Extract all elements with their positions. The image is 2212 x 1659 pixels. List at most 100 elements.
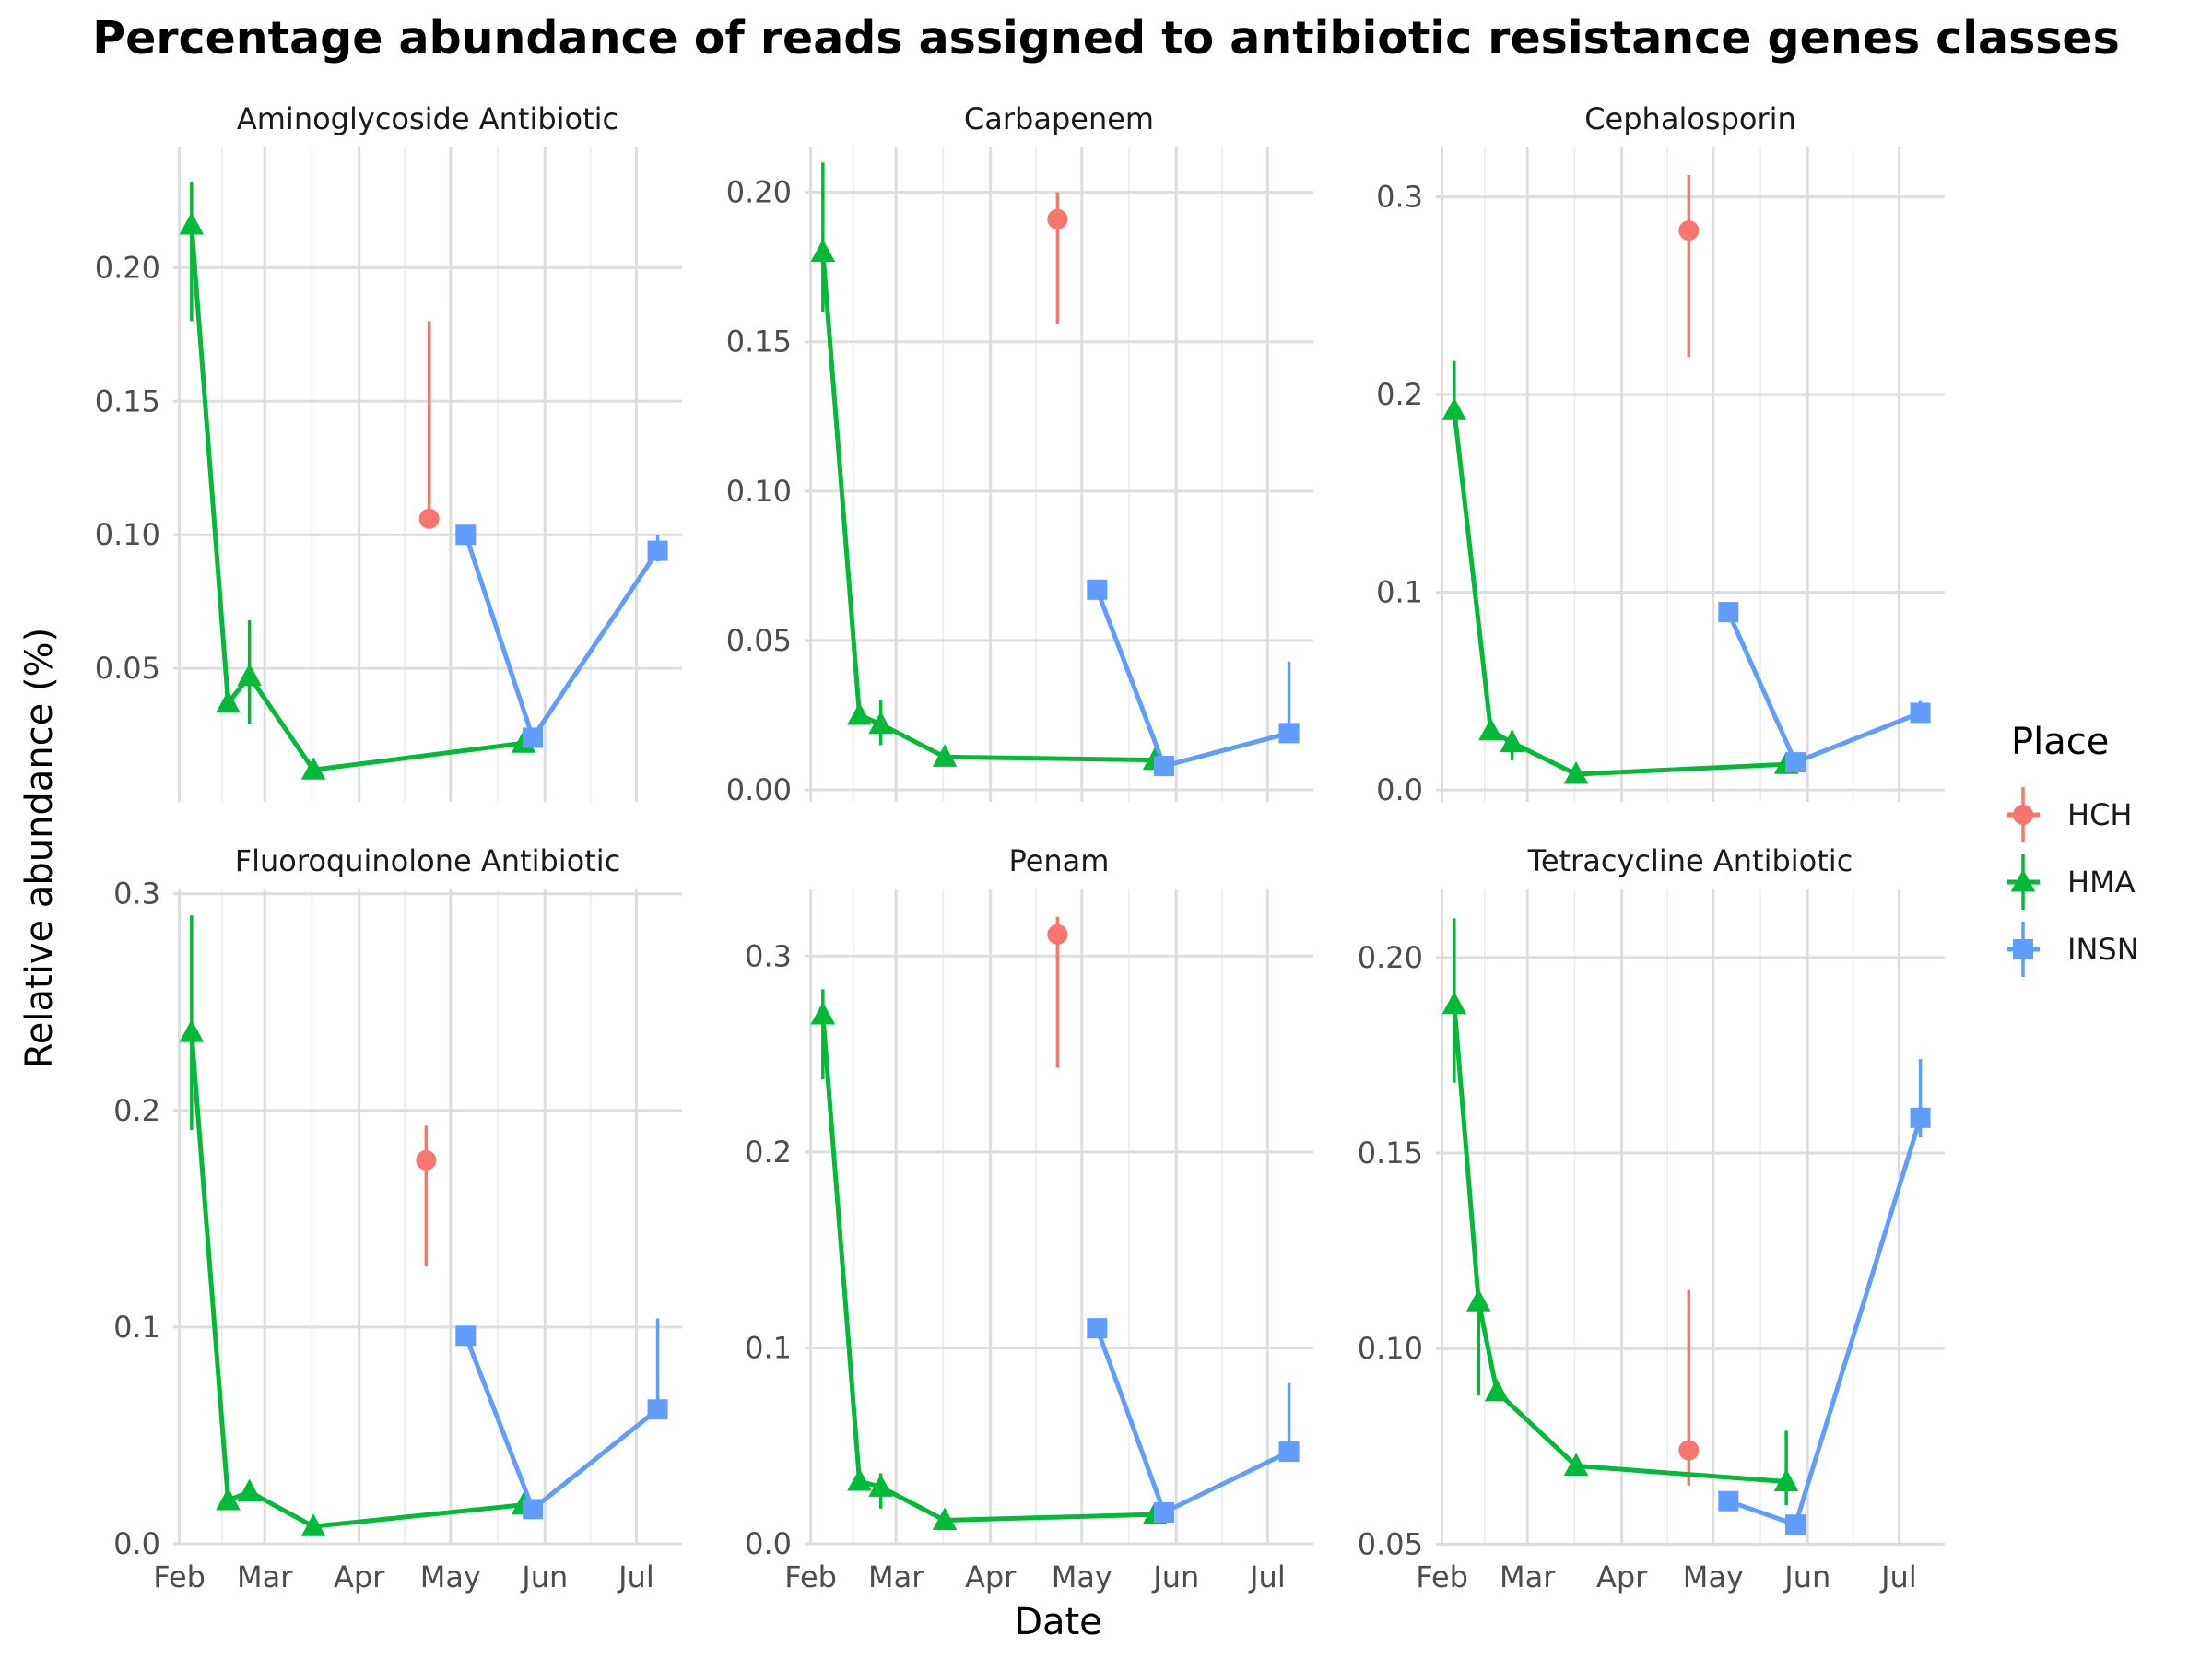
series-insn [455,1318,668,1520]
series-hma [810,989,1168,1530]
y-tick-label: 0.20 [1358,940,1423,975]
series-insn [1087,1318,1300,1523]
data-point [455,1325,477,1347]
panel-title: Cephalosporin [1584,101,1796,136]
data-point [1441,991,1467,1015]
data-point [300,757,326,780]
x-tick-label: Feb [153,1559,206,1594]
data-point [1910,1107,1931,1128]
legend-key-marker [2013,939,2033,959]
data-point [1047,924,1068,945]
panel: Aminoglycoside Antibiotic 0.05 0.10 0.15 0.2… [95,101,682,802]
series-insn [1718,1059,1931,1535]
y-axis-label: Relative abundance (%) [18,628,61,1068]
data-point [1910,702,1931,724]
y-tick-label: 0.20 [95,250,160,285]
panel: Carbapenem 0.00 0.05 0.10 0.15 0.20 [726,101,1313,807]
data-point [847,1467,872,1491]
data-point [647,540,668,561]
data-point [523,727,544,748]
y-tick-label: 0.3 [113,877,160,912]
data-point [647,1399,668,1420]
panel-title: Aminoglycoside Antibiotic [237,101,618,136]
legend-label: INSN [2067,932,2139,967]
y-tick-label: 0.0 [745,1526,792,1561]
data-point [1678,220,1700,241]
x-tick-label: May [1683,1559,1744,1594]
x-tick-label: Jul [1248,1559,1286,1594]
data-point [868,1474,893,1497]
panel-title: Tetracycline Antibiotic [1527,843,1853,878]
legend-entry-hch: HCH [2007,787,2132,842]
x-tick-label: Apr [1596,1559,1648,1594]
series-hch [1678,175,1700,358]
x-tick-label: Mar [868,1559,924,1594]
data-point [847,701,872,725]
y-tick-label: 0.15 [726,324,792,359]
data-point [455,524,477,546]
data-point [1087,579,1108,600]
panel: Tetracycline Antibiotic 0.05 0.10 0.15 0.20 F… [1358,843,1945,1594]
y-tick-label: 0.00 [726,772,792,807]
data-point [1278,723,1300,744]
series-hma [1441,918,1799,1505]
series-hch [418,321,440,529]
legend-key-marker [2010,869,2036,892]
x-tick-label: Apr [965,1559,1017,1594]
data-point [523,1499,544,1520]
y-tick-label: 0.1 [745,1330,792,1365]
data-point [1154,1501,1175,1523]
legend: Place HCH HMA INSN [2007,721,2139,977]
data-point [179,212,205,235]
data-point [300,1513,326,1536]
y-tick-label: 0.3 [1376,180,1423,215]
y-tick-label: 0.05 [726,623,792,658]
x-axis-label: Date [1014,1601,1102,1643]
data-point [1785,752,1806,773]
data-point [1773,1468,1799,1492]
data-point [1718,602,1739,623]
data-point [1047,208,1068,229]
y-tick-label: 0.15 [1358,1135,1423,1171]
series-hma [179,182,536,780]
x-tick-label: Apr [334,1559,385,1594]
series-hch [1047,916,1068,1068]
y-tick-label: 0.20 [726,175,792,210]
panel-title: Fluoroquinolone Antibiotic [235,843,621,878]
legend-key-marker [2013,805,2033,825]
legend-title: Place [2011,721,2109,763]
y-tick-label: 0.10 [726,474,792,509]
series-insn [1718,602,1931,773]
legend-label: HCH [2067,797,2132,832]
x-tick-label: Jul [1879,1559,1917,1594]
x-tick-label: Feb [784,1559,837,1594]
y-tick-label: 0.15 [95,383,160,418]
data-point [1678,1440,1700,1461]
x-tick-label: May [420,1559,481,1594]
data-point [216,1487,241,1511]
data-point [810,239,836,262]
data-point [1500,729,1524,753]
panel: Penam 0.0 0.1 0.2 0.3 Feb Mar Apr May Jun Jul [745,843,1313,1594]
panel-title: Penam [1009,843,1110,878]
data-point [1154,756,1175,777]
data-point [932,744,958,767]
y-tick-label: 0.2 [1376,377,1423,412]
series-hch [1678,1289,1700,1486]
panel: Fluoroquinolone Antibiotic 0.0 0.1 0.2 0.3 Fe… [113,843,682,1594]
x-tick-label: Mar [1500,1559,1556,1594]
data-point [868,711,893,735]
data-point [418,508,440,529]
data-point [1441,397,1467,420]
y-tick-label: 0.10 [1358,1331,1423,1366]
y-tick-label: 0.2 [113,1093,160,1128]
y-tick-label: 0.1 [1376,575,1423,610]
y-tick-label: 0.05 [1358,1526,1423,1561]
legend-entry-insn: INSN [2007,922,2139,977]
data-point [1563,1453,1589,1477]
y-tick-label: 0.1 [113,1310,160,1345]
panel-title: Carbapenem [964,101,1154,136]
series-hch [1047,192,1068,324]
